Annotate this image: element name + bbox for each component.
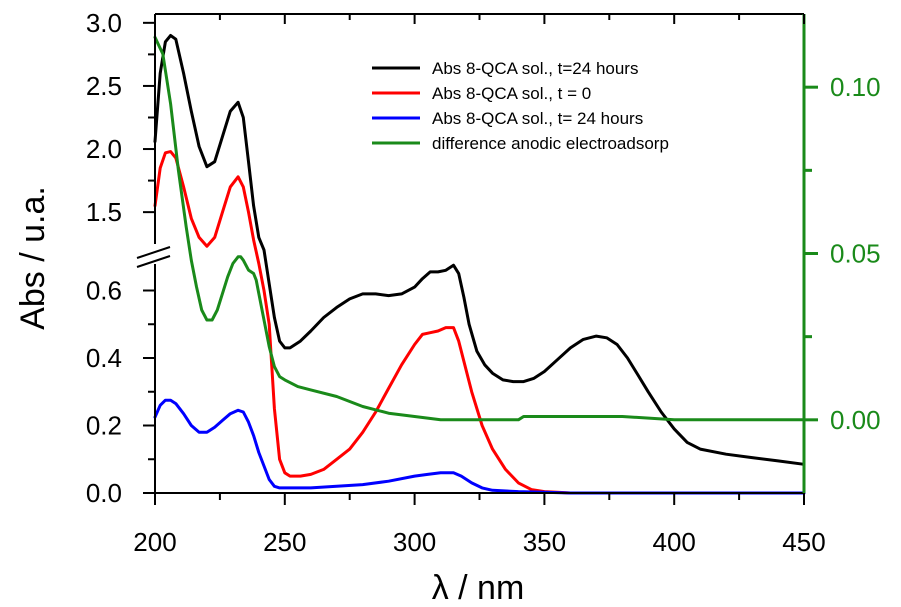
y-tick-label: 0.4	[86, 343, 122, 373]
y2-tick-label: 0.05	[830, 239, 881, 269]
x-tick-label: 300	[393, 527, 436, 557]
x-tick-label: 350	[523, 527, 566, 557]
series-line-1	[153, 34, 806, 466]
y-axis-break-mark-upper	[136, 246, 171, 259]
y-tick-label: 0.0	[86, 478, 122, 508]
series-line-3	[153, 398, 806, 495]
y-tick-label: 2.0	[86, 134, 122, 164]
axes-group: 200 250 300 350 400 450 0.0 0.2 0.4 0.6 1.5 2.0 2.5 3…	[86, 8, 881, 557]
legend: Abs 8-QCA sol., t=24 hours Abs 8-QCA sol.…	[372, 59, 669, 153]
y2-tick-label: 0.10	[830, 72, 881, 102]
x-tick-label: 200	[133, 527, 176, 557]
y-tick-label: 0.2	[86, 411, 122, 441]
y2-tick-label: 0.00	[830, 405, 881, 435]
y-tick-label: 0.6	[86, 276, 122, 306]
x-tick-label: 400	[653, 527, 696, 557]
x-tick-label: 250	[263, 527, 306, 557]
y-axis-break-mark-lower	[136, 255, 171, 268]
legend-label-4: difference anodic electroadsorp	[432, 134, 669, 153]
legend-label-1: Abs 8-QCA sol., t=24 hours	[432, 59, 638, 78]
y-tick-label: 1.5	[86, 197, 122, 227]
plot-series-group	[153, 34, 806, 495]
legend-label-2: Abs 8-QCA sol., t = 0	[432, 84, 591, 103]
series-line-4	[153, 35, 806, 422]
y-tick-label: 3.0	[86, 8, 122, 38]
legend-label-3: Abs 8-QCA sol., t= 24 hours	[432, 109, 643, 128]
x-axis-title: λ / nm	[432, 569, 525, 607]
x-tick-label: 450	[782, 527, 825, 557]
y-tick-label: 2.5	[86, 71, 122, 101]
y-axis-title: Abs / u.a.	[14, 186, 52, 330]
